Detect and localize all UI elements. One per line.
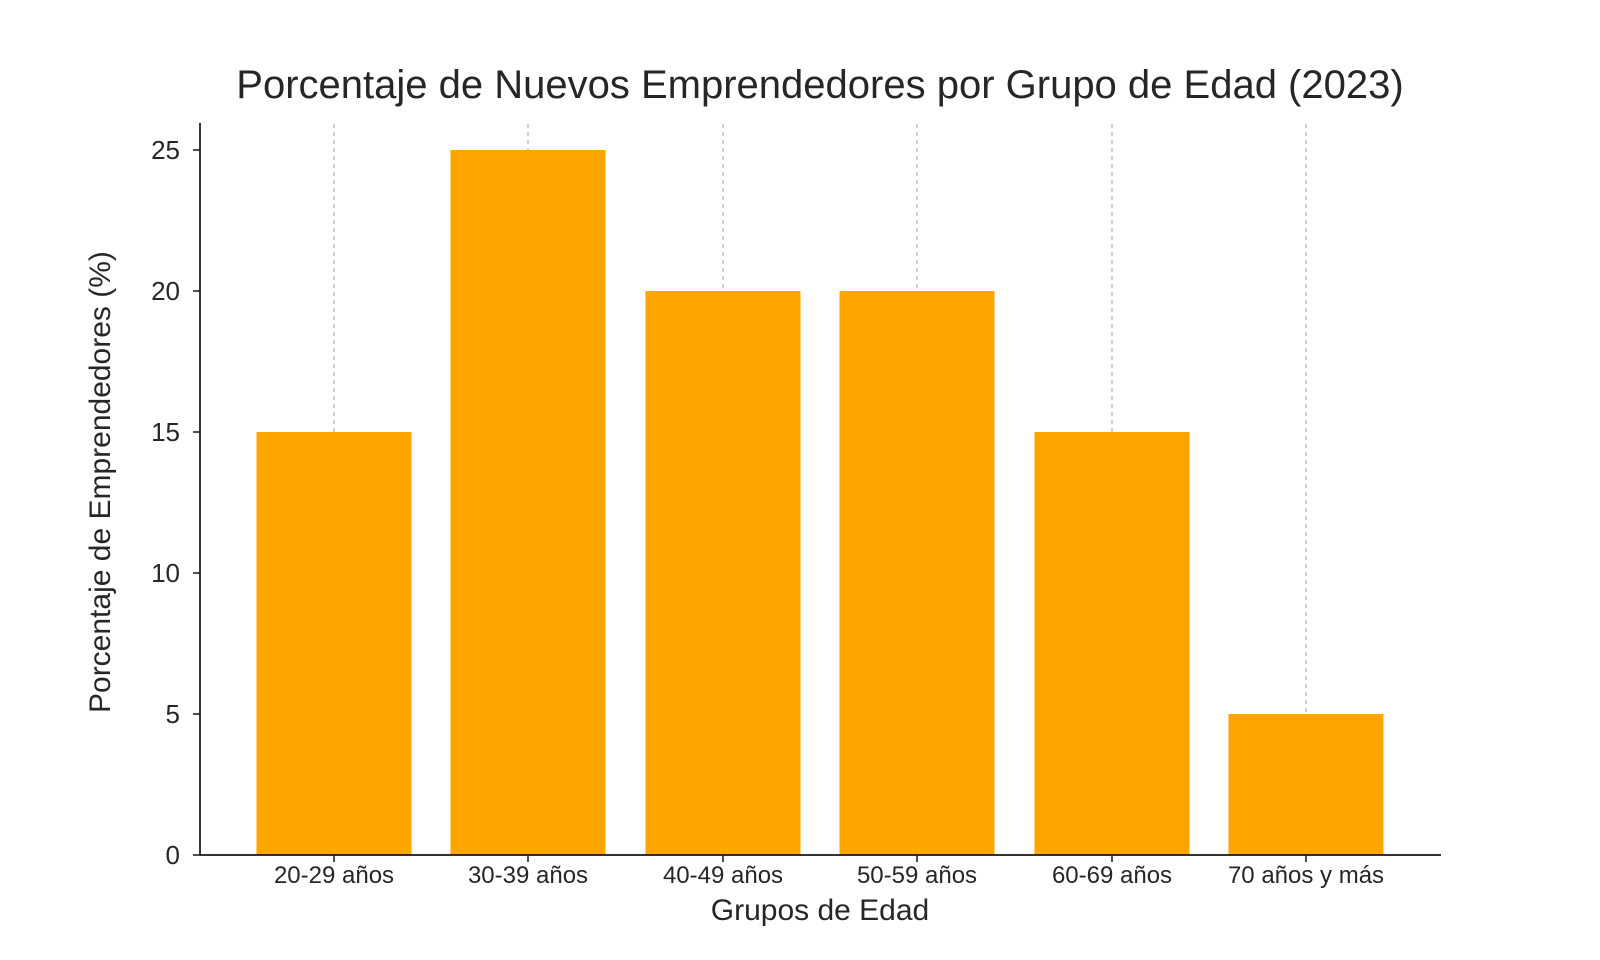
svg-text:5: 5 xyxy=(166,699,180,729)
svg-text:40-49 años: 40-49 años xyxy=(663,862,783,889)
svg-text:50-59 años: 50-59 años xyxy=(857,862,977,889)
svg-text:10: 10 xyxy=(151,558,180,588)
svg-text:30-39 años: 30-39 años xyxy=(468,862,588,889)
svg-text:60-69 años: 60-69 años xyxy=(1052,862,1172,889)
svg-text:15: 15 xyxy=(151,417,180,447)
svg-text:70 años y más: 70 años y más xyxy=(1228,862,1384,889)
svg-text:25: 25 xyxy=(151,135,180,165)
svg-text:20-29 años: 20-29 años xyxy=(274,862,394,889)
svg-text:0: 0 xyxy=(166,840,180,870)
svg-text:20: 20 xyxy=(151,276,180,306)
